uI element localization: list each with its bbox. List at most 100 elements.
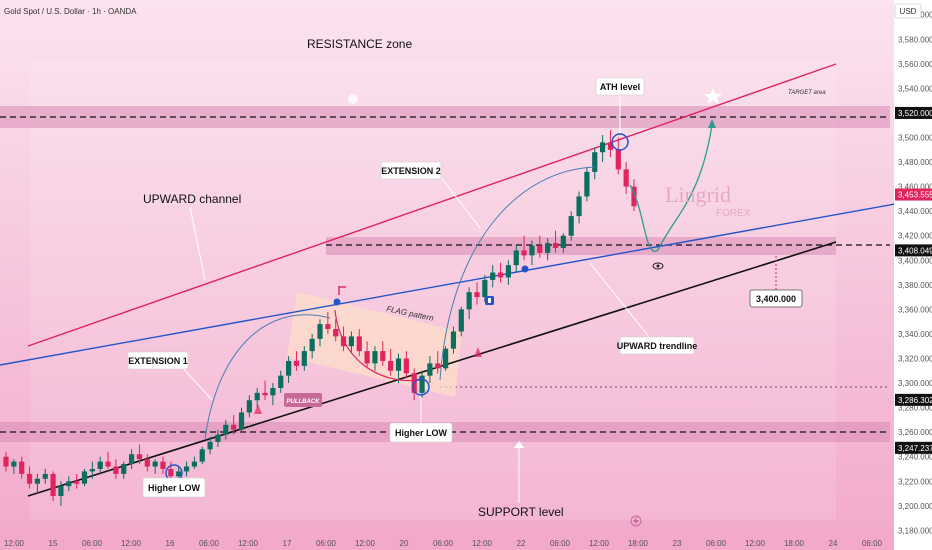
time-tick-label: 15 — [49, 539, 58, 548]
candle-body — [286, 360, 292, 376]
price-badge — [895, 393, 932, 406]
tag-pullback: PULLBACK — [284, 393, 322, 407]
candle-body — [631, 186, 637, 207]
candle-body — [113, 466, 119, 474]
tag-level-3400: 3,400.000 — [749, 289, 803, 308]
candle-body — [466, 292, 472, 310]
support-level-label: SUPPORT level — [478, 505, 564, 519]
candle-body — [129, 454, 135, 465]
candle-body — [490, 272, 496, 280]
price-tick-label: 3,400.000 — [898, 256, 932, 265]
candle-body — [592, 152, 598, 172]
target-area-label: TARGET area — [788, 90, 826, 96]
extension-1-arc — [204, 314, 331, 441]
candle-body — [505, 265, 511, 278]
blue-trend-line — [0, 203, 896, 366]
candle-body — [309, 338, 315, 352]
mid-band — [326, 237, 836, 255]
time-tick-label: 12:00 — [355, 539, 376, 548]
candle-body — [191, 461, 197, 467]
price-tick-label: 3,260.000 — [898, 428, 932, 437]
time-tick-label: 12:00 — [745, 539, 766, 548]
price-axis[interactable] — [894, 0, 932, 550]
candle-body — [403, 358, 409, 374]
candle-body — [278, 375, 284, 388]
dividend-icon — [348, 94, 358, 104]
extension-1-connector — [179, 364, 213, 401]
tag-extension-1: EXTENSION 1 — [127, 351, 189, 370]
price-tick-label: 3,380.000 — [898, 281, 932, 290]
higher-low-circle-2 — [412, 378, 430, 396]
candle-body — [50, 473, 56, 496]
tag-higher-low-2: Higher LOW — [389, 422, 453, 443]
flag-icon — [338, 286, 346, 295]
flag-point — [333, 298, 341, 306]
price-badge-label: 3,286.302 — [898, 396, 932, 405]
ath-circle — [611, 133, 629, 151]
candle-body — [607, 142, 614, 150]
svg-text:3,400.000: 3,400.000 — [756, 294, 796, 304]
star-icon — [704, 88, 722, 104]
price-tick-label: 3,420.000 — [898, 232, 932, 241]
time-axis[interactable] — [0, 536, 894, 550]
flag-pattern-box — [287, 292, 462, 397]
time-tick-label: 12:00 — [121, 539, 142, 548]
price-badge-label: 3,247.237 — [898, 444, 932, 453]
candle-body — [223, 424, 229, 435]
candle-body — [19, 461, 25, 474]
price-badge-label: 3,453.555 — [898, 191, 932, 200]
time-tick-label: 12:00 — [589, 539, 610, 548]
time-tick-label: 06:00 — [316, 539, 337, 548]
calendar-icon — [485, 296, 494, 305]
candle-body — [89, 468, 95, 472]
candle-body — [207, 441, 213, 450]
time-tick-label: 24 — [829, 539, 838, 548]
svg-text:EXTENSION 2: EXTENSION 2 — [381, 166, 441, 176]
time-tick-label: 12:00 — [472, 539, 493, 548]
candle-body — [356, 336, 362, 352]
candle-body — [584, 171, 590, 197]
candle-body — [3, 456, 9, 467]
price-badge-label: 3,520.000 — [898, 109, 932, 118]
lightning-icon — [630, 515, 642, 527]
price-tick-label: 3,440.000 — [898, 207, 932, 216]
candle-body — [262, 392, 268, 396]
time-tick-label: 06:00 — [199, 539, 220, 548]
candle-body — [301, 351, 307, 366]
rocket-icon-2 — [474, 347, 482, 357]
price-badge — [895, 188, 932, 201]
candle-body — [317, 324, 323, 339]
price-tick-label: 3,180.000 — [898, 526, 932, 535]
price-tick-label: 3,460.000 — [898, 183, 932, 192]
candle-body — [521, 250, 527, 256]
svg-text:Higher LOW: Higher LOW — [148, 483, 201, 493]
time-tick-label: 18:00 — [628, 539, 649, 548]
trend-point — [521, 265, 529, 273]
candle-body — [537, 245, 543, 253]
candle-body — [497, 272, 504, 278]
candle-body — [160, 461, 166, 469]
projection-area — [30, 60, 836, 520]
candle-body — [246, 400, 252, 413]
watermark-sub: FOREX — [716, 208, 751, 219]
svg-text:UPWARD trendline: UPWARD trendline — [617, 341, 698, 351]
upward-channel-connector — [189, 206, 206, 281]
price-tick-label: 3,340.000 — [898, 330, 932, 339]
symbol-title: Gold Spot / U.S. Dollar · 1h · OANDA — [4, 7, 137, 16]
candle-body — [395, 358, 402, 371]
price-badge — [895, 441, 932, 454]
candle-body — [26, 473, 33, 484]
time-tick-label: 06:00 — [862, 539, 883, 548]
resistance-zone-label: RESISTANCE zone — [307, 37, 412, 51]
candle-body — [58, 486, 64, 496]
candle-body — [474, 292, 480, 298]
price-tick-label: 3,360.000 — [898, 305, 932, 314]
price-badge-label: 3,408.049 — [898, 246, 932, 255]
price-tick-label: 3,500.000 — [898, 134, 932, 143]
time-tick-label: 22 — [517, 539, 526, 548]
candle-body — [458, 309, 464, 332]
candle-body — [215, 434, 221, 442]
candle-body — [121, 464, 127, 474]
